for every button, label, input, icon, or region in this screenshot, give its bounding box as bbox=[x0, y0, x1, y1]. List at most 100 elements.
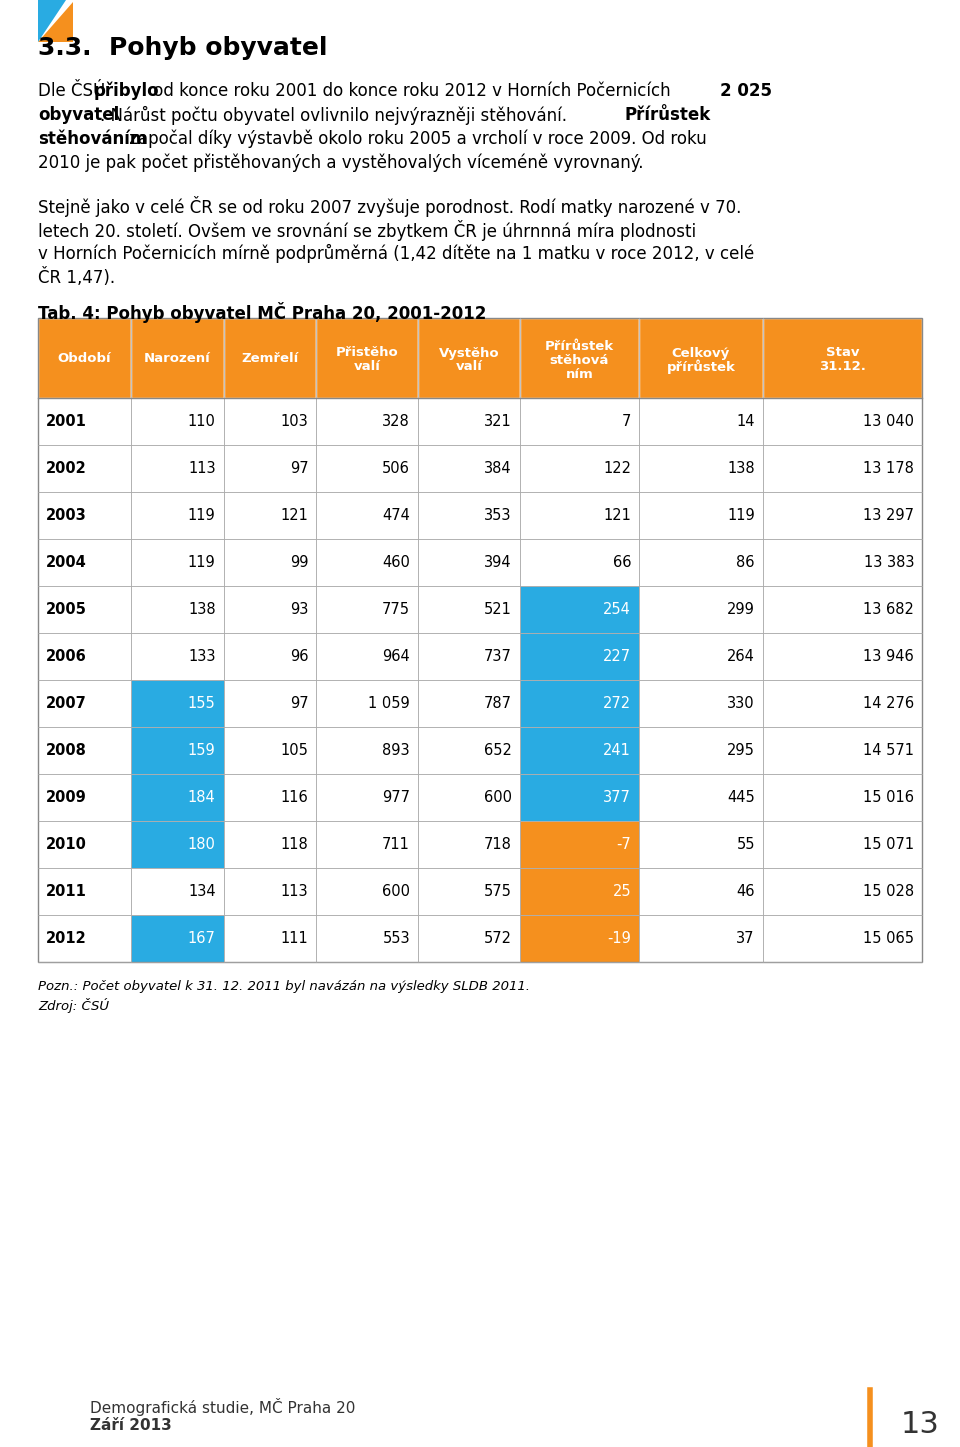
Bar bbox=[763, 538, 922, 586]
Bar bbox=[419, 820, 519, 868]
Text: 652: 652 bbox=[484, 742, 512, 758]
Bar bbox=[224, 820, 317, 868]
Text: 711: 711 bbox=[382, 836, 410, 852]
Bar bbox=[224, 774, 317, 820]
Text: 113: 113 bbox=[281, 884, 308, 899]
Text: Zemřelí: Zemřelí bbox=[241, 353, 299, 366]
Text: 718: 718 bbox=[484, 836, 512, 852]
Text: 180: 180 bbox=[188, 836, 216, 852]
Text: 2010: 2010 bbox=[46, 836, 86, 852]
Text: Stav: Stav bbox=[826, 346, 859, 359]
Text: 2002: 2002 bbox=[46, 462, 86, 476]
Text: stěhováním: stěhováním bbox=[38, 130, 147, 148]
Text: 116: 116 bbox=[280, 790, 308, 805]
Bar bbox=[224, 680, 317, 726]
Text: Stejně jako v celé ČR se od roku 2007 zvyšuje porodnost. Rodí matky narozené v 7: Stejně jako v celé ČR se od roku 2007 zv… bbox=[38, 195, 741, 217]
Bar bbox=[317, 632, 419, 680]
Bar bbox=[519, 915, 639, 962]
Text: 264: 264 bbox=[727, 650, 755, 664]
Text: 97: 97 bbox=[290, 462, 308, 476]
Text: 2010 je pak počet přistěhovaných a vystěhovalých víceméně vyrovnaný.: 2010 je pak počet přistěhovaných a vystě… bbox=[38, 153, 643, 172]
Bar bbox=[38, 774, 131, 820]
Bar bbox=[419, 868, 519, 915]
Text: 138: 138 bbox=[728, 462, 755, 476]
Text: Demografická studie, MČ Praha 20: Demografická studie, MČ Praha 20 bbox=[90, 1398, 355, 1417]
Text: 122: 122 bbox=[603, 462, 631, 476]
Bar bbox=[419, 492, 519, 538]
Text: 119: 119 bbox=[188, 508, 216, 522]
Text: Období: Období bbox=[58, 353, 111, 366]
Bar bbox=[224, 726, 317, 774]
Text: obyvatel: obyvatel bbox=[38, 106, 119, 124]
Text: 7: 7 bbox=[622, 414, 631, 428]
Text: -7: -7 bbox=[616, 836, 631, 852]
Bar bbox=[639, 680, 763, 726]
Bar bbox=[224, 915, 317, 962]
Bar bbox=[131, 868, 224, 915]
Bar bbox=[38, 632, 131, 680]
Bar bbox=[224, 586, 317, 632]
Text: 1 059: 1 059 bbox=[369, 696, 410, 710]
Text: 377: 377 bbox=[603, 790, 631, 805]
Text: 103: 103 bbox=[280, 414, 308, 428]
Text: započal díky výstavbě okolo roku 2005 a vrcholí v roce 2009. Od roku: započal díky výstavbě okolo roku 2005 a … bbox=[124, 130, 707, 149]
Bar bbox=[519, 318, 639, 398]
Text: Přírůstek: Přírůstek bbox=[625, 106, 711, 124]
Bar bbox=[131, 586, 224, 632]
Text: 2004: 2004 bbox=[46, 556, 86, 570]
Text: přibylo: přibylo bbox=[94, 82, 159, 100]
Bar bbox=[38, 318, 131, 398]
Bar bbox=[224, 318, 317, 398]
Text: 572: 572 bbox=[484, 930, 512, 946]
Bar bbox=[38, 680, 131, 726]
Bar bbox=[317, 492, 419, 538]
Text: 15 071: 15 071 bbox=[863, 836, 914, 852]
Bar bbox=[519, 492, 639, 538]
Text: 2 025: 2 025 bbox=[720, 82, 772, 100]
Bar bbox=[639, 586, 763, 632]
Bar bbox=[38, 726, 131, 774]
Text: 2012: 2012 bbox=[46, 930, 86, 946]
Text: 2009: 2009 bbox=[46, 790, 86, 805]
Bar bbox=[317, 398, 419, 446]
Text: 353: 353 bbox=[484, 508, 512, 522]
Bar bbox=[763, 774, 922, 820]
Bar bbox=[131, 820, 224, 868]
Bar bbox=[131, 398, 224, 446]
Bar bbox=[519, 726, 639, 774]
Bar bbox=[131, 915, 224, 962]
Bar bbox=[419, 318, 519, 398]
Text: 600: 600 bbox=[382, 884, 410, 899]
Text: 119: 119 bbox=[188, 556, 216, 570]
Bar bbox=[639, 774, 763, 820]
Text: 14 571: 14 571 bbox=[863, 742, 914, 758]
Text: 13 383: 13 383 bbox=[863, 556, 914, 570]
Bar bbox=[317, 774, 419, 820]
Text: 2003: 2003 bbox=[46, 508, 86, 522]
Text: 55: 55 bbox=[736, 836, 755, 852]
Bar bbox=[317, 680, 419, 726]
Text: Přistěho: Přistěho bbox=[336, 346, 398, 359]
Text: 110: 110 bbox=[188, 414, 216, 428]
Text: 445: 445 bbox=[727, 790, 755, 805]
Bar bbox=[38, 868, 131, 915]
Text: 134: 134 bbox=[188, 884, 216, 899]
Text: 227: 227 bbox=[603, 650, 631, 664]
Text: 118: 118 bbox=[280, 836, 308, 852]
Bar bbox=[639, 318, 763, 398]
Text: 321: 321 bbox=[484, 414, 512, 428]
Text: od konce roku 2001 do konce roku 2012 v Horních Počernicích: od konce roku 2001 do konce roku 2012 v … bbox=[148, 82, 676, 100]
Bar bbox=[419, 586, 519, 632]
Bar bbox=[38, 492, 131, 538]
Text: 964: 964 bbox=[382, 650, 410, 664]
Bar bbox=[639, 820, 763, 868]
Text: stěhová: stěhová bbox=[550, 355, 610, 368]
Text: Pozn.: Počet obyvatel k 31. 12. 2011 byl navázán na výsledky SLDB 2011.: Pozn.: Počet obyvatel k 31. 12. 2011 byl… bbox=[38, 980, 530, 993]
Bar bbox=[763, 318, 922, 398]
Bar bbox=[639, 632, 763, 680]
Bar bbox=[38, 915, 131, 962]
Text: 394: 394 bbox=[484, 556, 512, 570]
Bar bbox=[419, 446, 519, 492]
Bar bbox=[38, 318, 922, 962]
Text: Narození: Narození bbox=[144, 353, 210, 366]
